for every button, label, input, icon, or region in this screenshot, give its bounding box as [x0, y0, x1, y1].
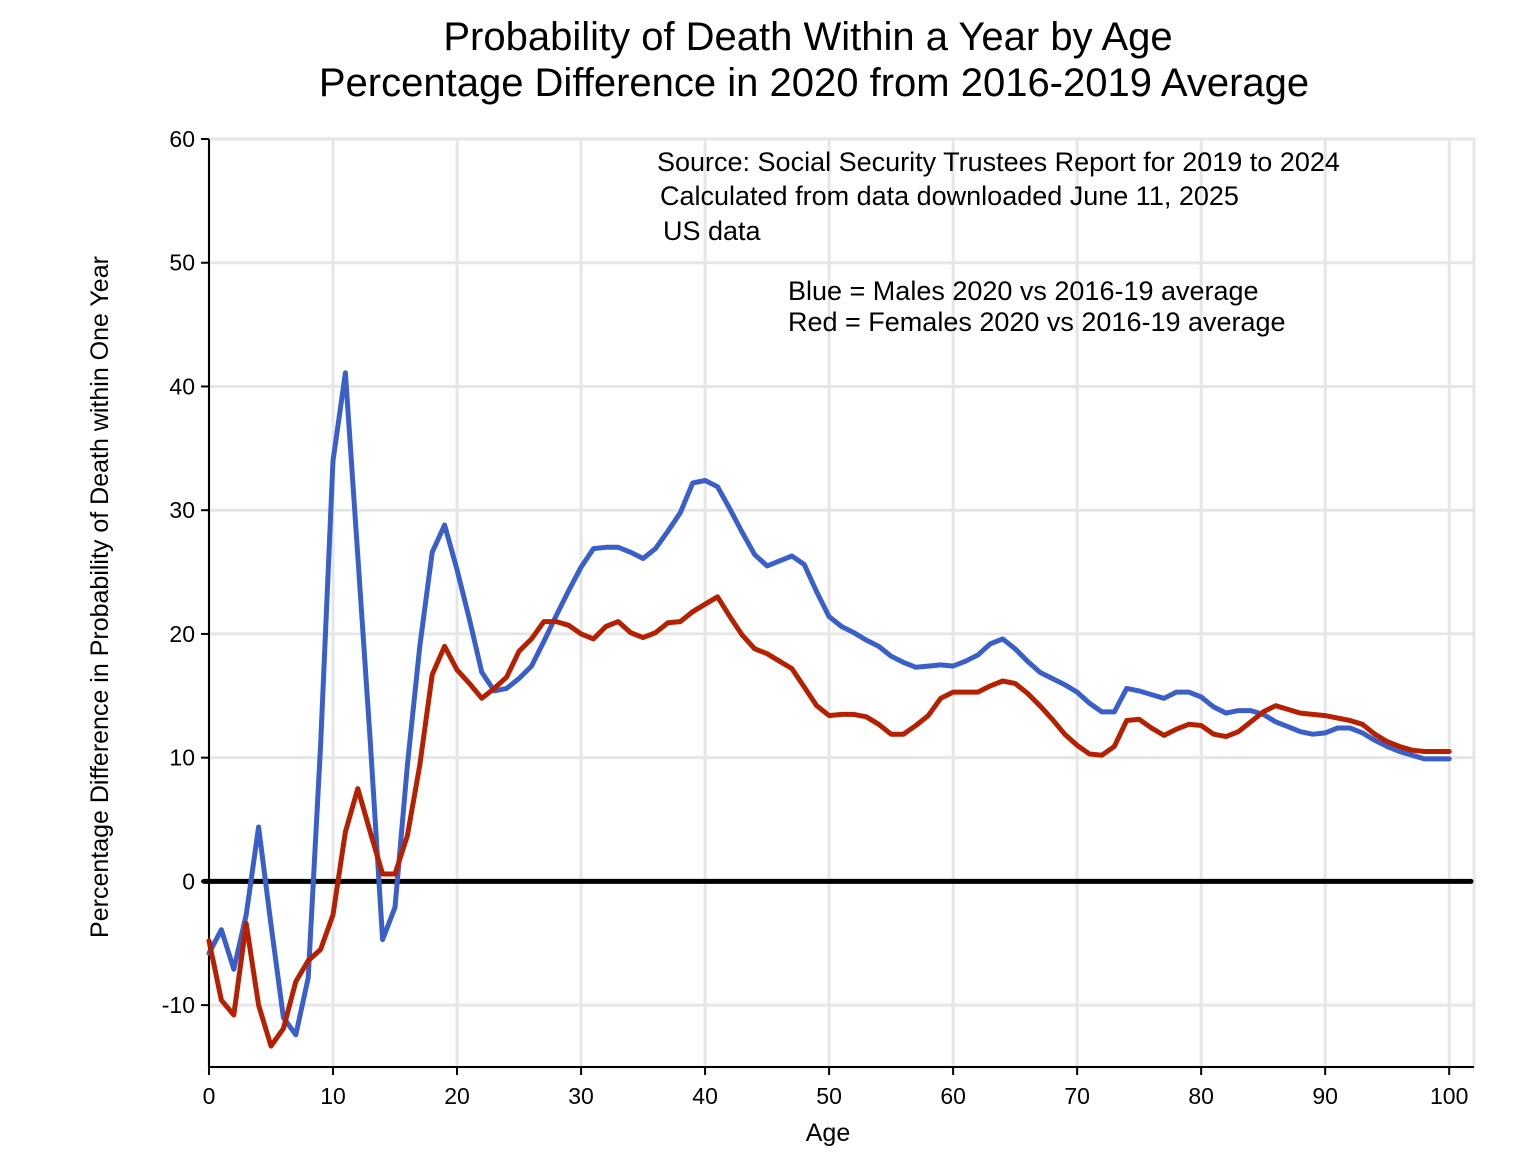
- x-tick-label: 100: [1430, 1083, 1468, 1109]
- y-tick-label: 10: [169, 745, 195, 771]
- x-tick-label: 0: [203, 1083, 216, 1109]
- annotation-us-data: US data: [663, 216, 762, 246]
- legend-red: Red = Females 2020 vs 2016-19 average: [788, 307, 1286, 337]
- y-axis-label: Percentage Difference in Probability of …: [86, 256, 114, 938]
- x-tick-label: 70: [1064, 1083, 1090, 1109]
- chart-title: Probability of Death Within a Year by Ag…: [443, 15, 1172, 59]
- y-tick-label: 60: [169, 126, 195, 152]
- annotation-calculated: Calculated from data downloaded June 11,…: [660, 181, 1239, 211]
- y-tick-label: -10: [162, 992, 195, 1018]
- y-tick-label: 40: [169, 373, 195, 399]
- axes: -10 0 10 20 30 40 50 60 0 10 20 30 40 50 60 70 80 90 100: [162, 126, 1474, 1109]
- x-tick-label: 60: [940, 1083, 966, 1109]
- y-tick-label: 0: [182, 868, 195, 894]
- x-axis-label: Age: [806, 1119, 850, 1147]
- x-tick-label: 40: [692, 1083, 718, 1109]
- x-tick-label: 30: [568, 1083, 594, 1109]
- legend-blue: Blue = Males 2020 vs 2016-19 average: [788, 276, 1259, 306]
- x-tick-label: 80: [1188, 1083, 1214, 1109]
- annotation-source: Source: Social Security Trustees Report …: [657, 147, 1340, 177]
- series-layer: [206, 370, 1452, 1049]
- y-tick-label: 50: [169, 250, 195, 276]
- y-tick-label: 20: [169, 621, 195, 647]
- x-tick-label: 10: [320, 1083, 346, 1109]
- annotations: Source: Social Security Trustees Report …: [657, 147, 1340, 337]
- x-tick-label: 90: [1312, 1083, 1338, 1109]
- x-tick-label: 20: [444, 1083, 470, 1109]
- chart-subtitle: Percentage Difference in 2020 from 2016-…: [319, 61, 1309, 105]
- x-tick-label: 50: [816, 1083, 842, 1109]
- y-tick-label: 30: [169, 497, 195, 523]
